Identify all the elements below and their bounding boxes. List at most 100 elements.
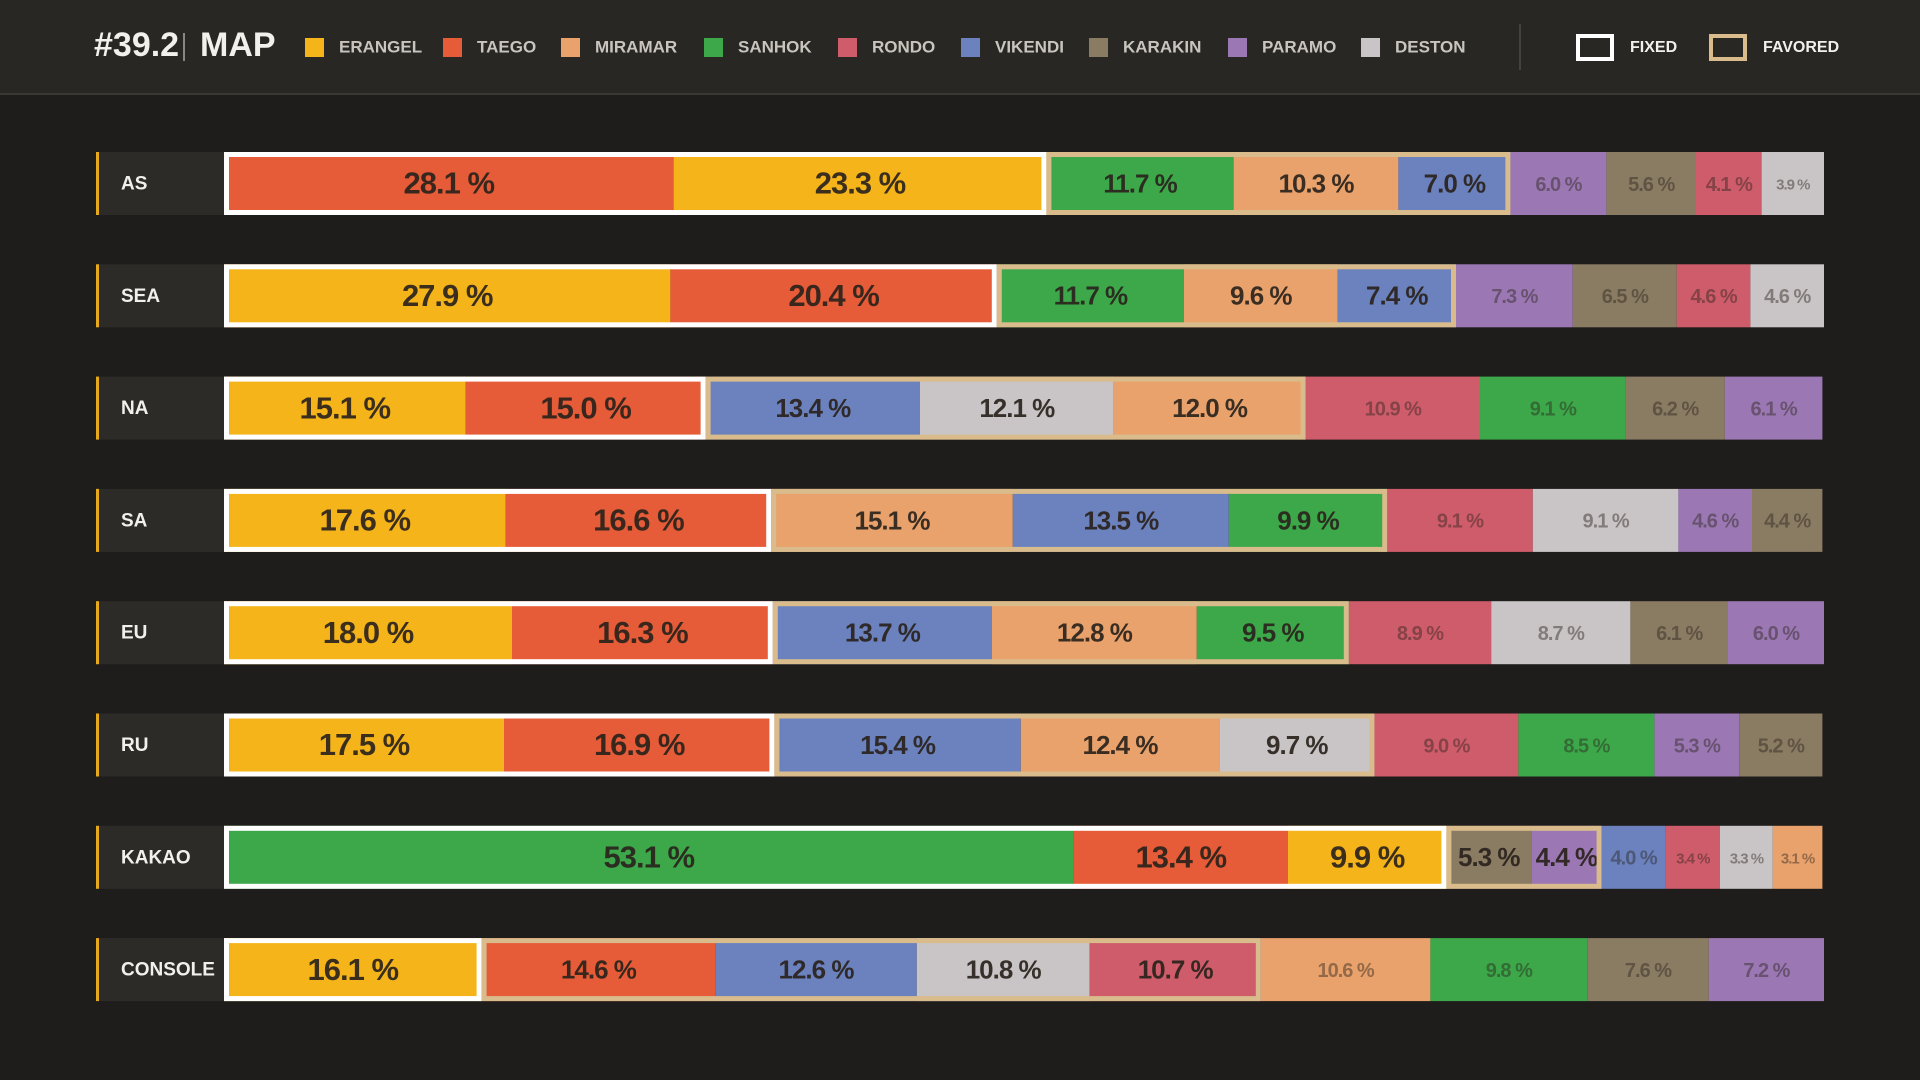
- region-accent: [96, 264, 99, 328]
- region-box: [96, 601, 224, 665]
- bar-segment: [1012, 488, 1229, 552]
- bar-segment: [465, 376, 706, 440]
- bar-segment: [1305, 376, 1480, 440]
- value-label: 5.3 %: [1458, 842, 1520, 872]
- value-label: 10.6 %: [1317, 960, 1374, 982]
- value-label: 23.3 %: [815, 166, 906, 201]
- group-frame: [774, 713, 1375, 777]
- bar-segment: [1430, 938, 1588, 1002]
- value-label: 4.6 %: [1691, 286, 1738, 308]
- bar-segment: [1288, 825, 1447, 889]
- value-label: 4.6 %: [1764, 286, 1811, 308]
- bar-segment: [1219, 713, 1375, 777]
- region-accent: [96, 713, 99, 777]
- bar-segment: [1337, 264, 1456, 328]
- value-label: 8.9 %: [1397, 623, 1444, 645]
- group-frame: [772, 601, 1349, 665]
- value-label: 4.4 %: [1764, 511, 1811, 533]
- bar-segment: [224, 264, 671, 328]
- bar-segment: [1601, 825, 1666, 889]
- value-label: 13.4 %: [1136, 839, 1227, 874]
- bar-segment: [916, 938, 1090, 1002]
- value-label: 5.2 %: [1758, 735, 1805, 757]
- value-label: 6.0 %: [1753, 623, 1800, 645]
- region-box: [96, 938, 224, 1002]
- value-label: 9.9 %: [1330, 839, 1405, 874]
- group-frame: [771, 488, 1388, 552]
- bar-segment: [1073, 825, 1288, 889]
- bar-segment: [1630, 601, 1728, 665]
- bar-segment: [512, 601, 773, 665]
- bar-segment: [224, 938, 482, 1002]
- bar-segment: [1398, 152, 1511, 215]
- bar-segment: [1728, 601, 1824, 665]
- value-label: 7.4 %: [1366, 281, 1428, 311]
- legend-swatch: [1361, 38, 1380, 57]
- frame-swatch: [1576, 34, 1614, 61]
- value-label: 5.3 %: [1674, 735, 1721, 757]
- bar-segment: [1724, 376, 1823, 440]
- region-box: [96, 152, 224, 215]
- frame-label: FIXED: [1630, 39, 1677, 56]
- value-label: 15.4 %: [860, 730, 936, 760]
- value-label: 3.9 %: [1776, 176, 1810, 193]
- value-label: 17.6 %: [320, 503, 411, 538]
- value-label: 10.7 %: [1138, 954, 1214, 984]
- bar-segment: [505, 488, 772, 552]
- bar-segment: [1184, 264, 1338, 328]
- value-label: 15.0 %: [540, 390, 631, 425]
- legend-label: VIKENDI: [995, 37, 1064, 56]
- value-label: 16.3 %: [597, 615, 688, 650]
- bar-segment: [1572, 264, 1677, 328]
- bar-segment: [992, 601, 1197, 665]
- bar-segment: [1233, 152, 1399, 215]
- value-label: 9.1 %: [1530, 398, 1577, 420]
- value-label: 6.5 %: [1602, 286, 1649, 308]
- group-frame: [224, 488, 772, 552]
- bar-segment: [504, 713, 775, 777]
- region-box: [96, 825, 224, 889]
- group-frame: [705, 376, 1306, 440]
- bar-segment: [224, 713, 504, 777]
- legend-swatch: [1089, 38, 1108, 57]
- region-box: [96, 488, 224, 552]
- value-label: 10.3 %: [1279, 168, 1355, 198]
- bar-segment: [1708, 938, 1824, 1002]
- region-label: EU: [121, 623, 147, 644]
- region-label: RU: [121, 735, 148, 756]
- value-label: 16.6 %: [593, 503, 684, 538]
- bar-segment: [1606, 152, 1696, 215]
- group-frame: [224, 938, 482, 1002]
- bar-segment: [1676, 264, 1751, 328]
- value-label: 9.9 %: [1277, 505, 1339, 535]
- group-frame: [996, 264, 1456, 328]
- bar-segment: [1518, 713, 1655, 777]
- bar-segment: [1046, 152, 1234, 215]
- bar-segment: [224, 825, 1074, 889]
- group-frame: [224, 713, 775, 777]
- bar-segment: [1480, 376, 1626, 440]
- legend-label: SANHOK: [738, 37, 812, 56]
- value-label: 6.1 %: [1656, 623, 1703, 645]
- legend-label: RONDO: [872, 37, 935, 56]
- bar-segment: [673, 152, 1047, 215]
- bar-segment: [1387, 488, 1533, 552]
- value-label: 15.1 %: [300, 390, 391, 425]
- value-label: 12.8 %: [1057, 618, 1133, 648]
- region-label: SA: [121, 510, 148, 531]
- bar-segment: [1696, 152, 1762, 215]
- bar-segment: [1456, 264, 1573, 328]
- region-accent: [96, 376, 99, 440]
- value-label: 9.5 %: [1242, 618, 1304, 648]
- region-box: [96, 264, 224, 328]
- bar-segment: [1260, 938, 1431, 1002]
- legend-swatch: [838, 38, 857, 57]
- value-label: 8.7 %: [1538, 623, 1585, 645]
- value-label: 17.5 %: [319, 727, 410, 762]
- legend-label: PARAMO: [1262, 37, 1336, 56]
- bar-segment: [1750, 264, 1824, 328]
- value-label: 4.1 %: [1706, 174, 1753, 196]
- value-label: 12.0 %: [1172, 393, 1248, 423]
- bar-segment: [1739, 713, 1823, 777]
